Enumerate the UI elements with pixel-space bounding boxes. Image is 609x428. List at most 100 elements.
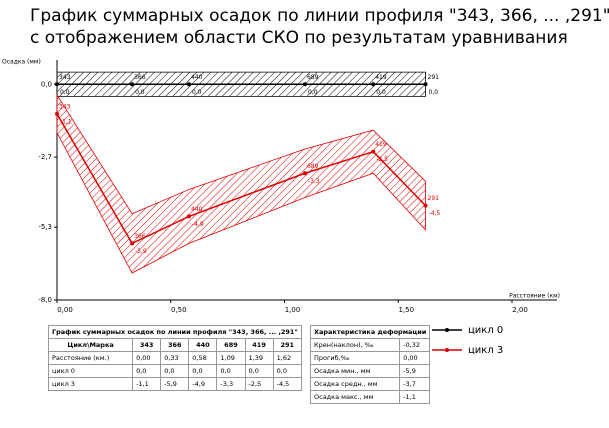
table-row: Осадка мин., мм -5,9 xyxy=(309,364,431,378)
sko-band xyxy=(56,93,426,274)
table-cell: Крен(наклон), ‰ xyxy=(309,338,401,352)
table-cell: -2,5 xyxy=(244,377,274,391)
table-row: Расстояние (км.) 0,00 0,33 0,58 1,09 1,39 1,62 xyxy=(47,351,302,365)
value-label: 0,0 xyxy=(135,89,145,96)
point xyxy=(371,82,376,87)
table-cell: Прогиб,‰ xyxy=(309,351,401,365)
x-tick-label: 1,50 xyxy=(398,306,414,314)
table-cell: 0,0 xyxy=(188,364,218,378)
table-cell: 0,0 xyxy=(216,364,246,378)
legend-label: цикл 0 xyxy=(468,325,503,336)
value-label: 0,0 xyxy=(308,89,318,96)
point-name: 689 xyxy=(307,74,319,81)
table-cell: 291 xyxy=(272,338,302,352)
table-cell: 1,62 xyxy=(272,351,302,365)
point-name: 291 xyxy=(428,195,440,202)
table-cell: Цикл\Марка xyxy=(47,338,134,352)
table-cell: -1,1 xyxy=(132,377,162,391)
table-cell: -4,5 xyxy=(272,377,302,391)
table-cell: 419 xyxy=(244,338,274,352)
table-cell: 440 xyxy=(188,338,218,352)
point-name: 291 xyxy=(428,74,440,81)
y-tick-label: -2,7 xyxy=(38,153,52,161)
chart-title: с отображением области СКО по результата… xyxy=(30,28,568,48)
table-title-row: График суммарных осадок по линии профиля… xyxy=(48,325,302,339)
table-title: Характеристика деформации xyxy=(309,325,431,339)
value-label: 0,0 xyxy=(60,89,70,96)
table-cell: -1,1 xyxy=(399,390,431,404)
point-name: 419 xyxy=(375,141,387,148)
point xyxy=(302,82,307,87)
table-cell: -3,7 xyxy=(399,377,431,391)
point-name: 440 xyxy=(191,74,203,81)
table-title: График суммарных осадок по линии профиля… xyxy=(48,325,302,339)
point-name: 366 xyxy=(134,74,146,81)
x-tick-label: 0,00 xyxy=(57,306,73,314)
point xyxy=(186,214,191,219)
table-cell: Осадка мин., мм xyxy=(309,364,401,378)
x-tick-label: 2,00 xyxy=(512,306,528,314)
table-cell: 0,00 xyxy=(399,351,431,365)
table-cell: 0,00 xyxy=(132,351,162,365)
point xyxy=(423,203,428,208)
table-row: Осадка средн., мм -3,7 xyxy=(309,377,431,391)
value-label: -2,5 xyxy=(376,156,388,163)
table-cell: 0,0 xyxy=(272,364,302,378)
point xyxy=(302,171,307,176)
table-cell: -5,9 xyxy=(399,364,431,378)
x-tick-label: 0,50 xyxy=(171,306,187,314)
point xyxy=(423,82,428,87)
value-label: 0,0 xyxy=(429,89,439,96)
point-name: 343 xyxy=(59,74,71,81)
table-row: Цикл\Марка 343 366 440 689 419 291 xyxy=(47,338,302,352)
table-cell: 0,0 xyxy=(160,364,190,378)
table-cell: Расстояние (км.) xyxy=(47,351,134,365)
point-name: 419 xyxy=(375,74,387,81)
y-axis-label: Осадка (мм) xyxy=(2,59,41,66)
table-cell: 689 xyxy=(216,338,246,352)
point xyxy=(130,82,135,87)
deformation-table: Характеристика деформации Крен(наклон), ‰… xyxy=(309,325,431,404)
table-title-row: Характеристика деформации xyxy=(309,325,431,339)
table-cell: 0,58 xyxy=(188,351,218,365)
table-row: Крен(наклон), ‰ -0,32 xyxy=(309,338,431,352)
point xyxy=(130,241,135,246)
point-name: 343 xyxy=(59,103,71,110)
legend-marker xyxy=(445,328,449,332)
table-cell: -0,32 xyxy=(399,338,431,352)
table-cell: Осадка средн., мм xyxy=(309,377,401,391)
table-cell: 0,33 xyxy=(160,351,190,365)
table-row: цикл 0 0,0 0,0 0,0 0,0 0,0 0,0 xyxy=(47,364,302,378)
x-tick-label: 1,00 xyxy=(285,306,301,314)
value-label: 0,0 xyxy=(192,89,202,96)
table-cell: -4,9 xyxy=(188,377,218,391)
chart-title: График суммарных осадок по линии профиля… xyxy=(30,6,609,26)
x-axis-label: Расстояние (км) xyxy=(509,293,560,300)
point-name: 689 xyxy=(307,163,319,170)
table-row: Прогиб,‰ 0,00 xyxy=(309,351,431,365)
table-cell: -3,3 xyxy=(216,377,246,391)
table-cell: 0,0 xyxy=(132,364,162,378)
table-cell: цикл 3 xyxy=(47,377,134,391)
table-cell: 0,0 xyxy=(244,364,274,378)
point xyxy=(55,82,59,87)
point xyxy=(186,82,191,87)
table-cell: 1,39 xyxy=(244,351,274,365)
table-row: цикл 3 -1,1 -5,9 -4,9 -3,3 -2,5 -4,5 xyxy=(47,377,302,391)
table-cell: Осадка макс., мм xyxy=(309,390,401,404)
y-tick-label: -8,0 xyxy=(38,296,52,304)
series-line xyxy=(56,113,427,245)
table-cell: 343 xyxy=(132,338,162,352)
table-cell: цикл 0 xyxy=(47,364,134,378)
value-label: -4,9 xyxy=(192,221,204,228)
legend-marker xyxy=(445,348,449,352)
data-table: График суммарных осадок по линии профиля… xyxy=(47,325,302,391)
table-row: Осадка макс., мм -1,1 xyxy=(309,390,431,404)
value-label: 0,0 xyxy=(376,89,386,96)
point-name: 440 xyxy=(191,206,203,213)
table-cell: -5,9 xyxy=(160,377,190,391)
value-label: -1,1 xyxy=(60,118,72,125)
point xyxy=(371,149,376,154)
